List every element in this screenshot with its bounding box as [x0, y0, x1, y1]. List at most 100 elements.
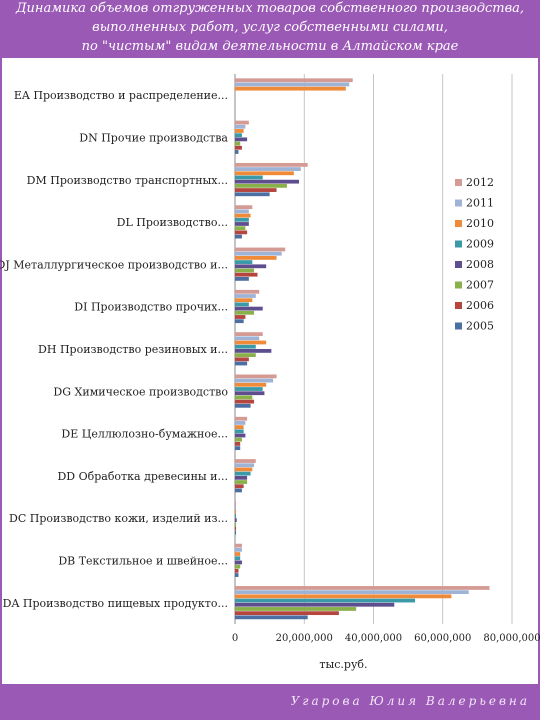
bar	[235, 175, 263, 180]
slide-title-line-2: выполненных работ, услуг собственными си…	[92, 20, 448, 35]
bar	[235, 222, 249, 226]
bar	[235, 137, 248, 142]
bar	[235, 344, 256, 349]
bar	[235, 471, 251, 476]
bar	[235, 171, 294, 176]
bar	[235, 564, 241, 569]
slide-title-line-3: по "чистым" видам деятельности в Алтайск…	[81, 39, 459, 54]
bar	[235, 310, 255, 315]
bar	[235, 611, 339, 616]
bar	[235, 141, 241, 146]
bar	[235, 378, 274, 383]
bar	[235, 234, 242, 239]
bar	[235, 353, 256, 357]
x-axis-label: тыс.руб.	[319, 658, 367, 671]
bar	[235, 361, 248, 366]
bar	[235, 568, 239, 573]
bar	[235, 488, 242, 493]
bar	[235, 602, 395, 607]
slide-title-line-1: Динамика объемов отгруженных товаров соб…	[15, 1, 525, 16]
bar	[235, 78, 353, 83]
bar	[235, 480, 248, 484]
bar	[235, 133, 242, 138]
bar	[235, 120, 249, 125]
bar	[235, 395, 253, 400]
bar	[235, 188, 277, 192]
bar	[235, 167, 301, 171]
bar	[235, 268, 255, 273]
bar	[235, 276, 249, 281]
bar	[235, 260, 253, 264]
bar	[235, 387, 263, 391]
slide-header: Динамика объемов отгруженных товаров соб…	[0, 0, 540, 58]
bar	[235, 547, 242, 552]
bar	[235, 298, 253, 303]
bar	[235, 374, 277, 379]
bar	[235, 86, 346, 91]
chart-background	[2, 58, 538, 684]
bar	[235, 391, 265, 396]
bar	[235, 357, 249, 362]
bar	[235, 183, 287, 188]
bar	[235, 586, 490, 590]
bar	[235, 294, 256, 298]
bar	[235, 340, 267, 345]
bar	[235, 505, 237, 510]
category-label: DD Обработка древесины и...	[57, 470, 228, 483]
bar	[235, 217, 249, 222]
author-name: Угарова Юлия Валерьевна	[290, 694, 530, 708]
bar	[235, 467, 253, 472]
bar	[235, 552, 241, 556]
bar	[235, 560, 242, 565]
category-label: DE Целлюлозно-бумажное...	[61, 428, 228, 441]
category-label: DH Производство резиновых и...	[38, 343, 228, 356]
legend-swatch	[455, 179, 462, 186]
legend-label: 2011	[466, 197, 494, 210]
bar	[235, 150, 239, 154]
bar	[235, 289, 260, 294]
legend-swatch	[455, 281, 462, 289]
bar	[235, 484, 244, 489]
bar	[235, 272, 258, 277]
bar	[235, 209, 249, 214]
bar	[235, 442, 241, 446]
bar	[235, 264, 267, 269]
legend-label: 2009	[466, 238, 494, 251]
bar	[235, 399, 255, 404]
category-label: DL Производство...	[117, 216, 228, 229]
bar	[235, 425, 244, 430]
legend-swatch	[455, 261, 462, 268]
legend-label: 2005	[466, 320, 494, 333]
x-tick-label: 80,000,000	[483, 633, 540, 644]
bar	[235, 349, 272, 353]
bar	[235, 306, 263, 311]
bar	[235, 421, 246, 425]
category-label: DM Производство транспортных...	[27, 174, 228, 187]
category-label: EA Производство и распределение...	[14, 89, 228, 102]
bar	[235, 226, 246, 231]
bar	[235, 255, 277, 260]
bar	[235, 475, 248, 480]
bar	[235, 530, 237, 535]
bar	[235, 590, 469, 595]
slide-footer: Угарова Юлия Валерьевна	[0, 684, 540, 720]
bar	[235, 336, 260, 341]
bar	[235, 302, 249, 307]
bar	[235, 251, 282, 256]
legend-swatch	[455, 220, 462, 227]
bar	[235, 598, 416, 603]
legend-label: 2012	[466, 176, 494, 189]
category-label: DB Текстильное и швейное...	[58, 555, 228, 568]
legend-label: 2007	[466, 279, 494, 292]
bar	[235, 82, 350, 87]
bar	[235, 162, 308, 167]
bar	[235, 319, 244, 324]
category-label: DA Производство пищевых продукто...	[3, 597, 228, 610]
x-tick-label: 20,000,000	[276, 633, 333, 644]
bar	[235, 332, 263, 336]
legend-label: 2010	[466, 217, 494, 230]
bar	[235, 429, 244, 434]
bar	[235, 230, 248, 235]
bar	[235, 124, 246, 129]
x-tick-label: 0	[232, 633, 238, 644]
